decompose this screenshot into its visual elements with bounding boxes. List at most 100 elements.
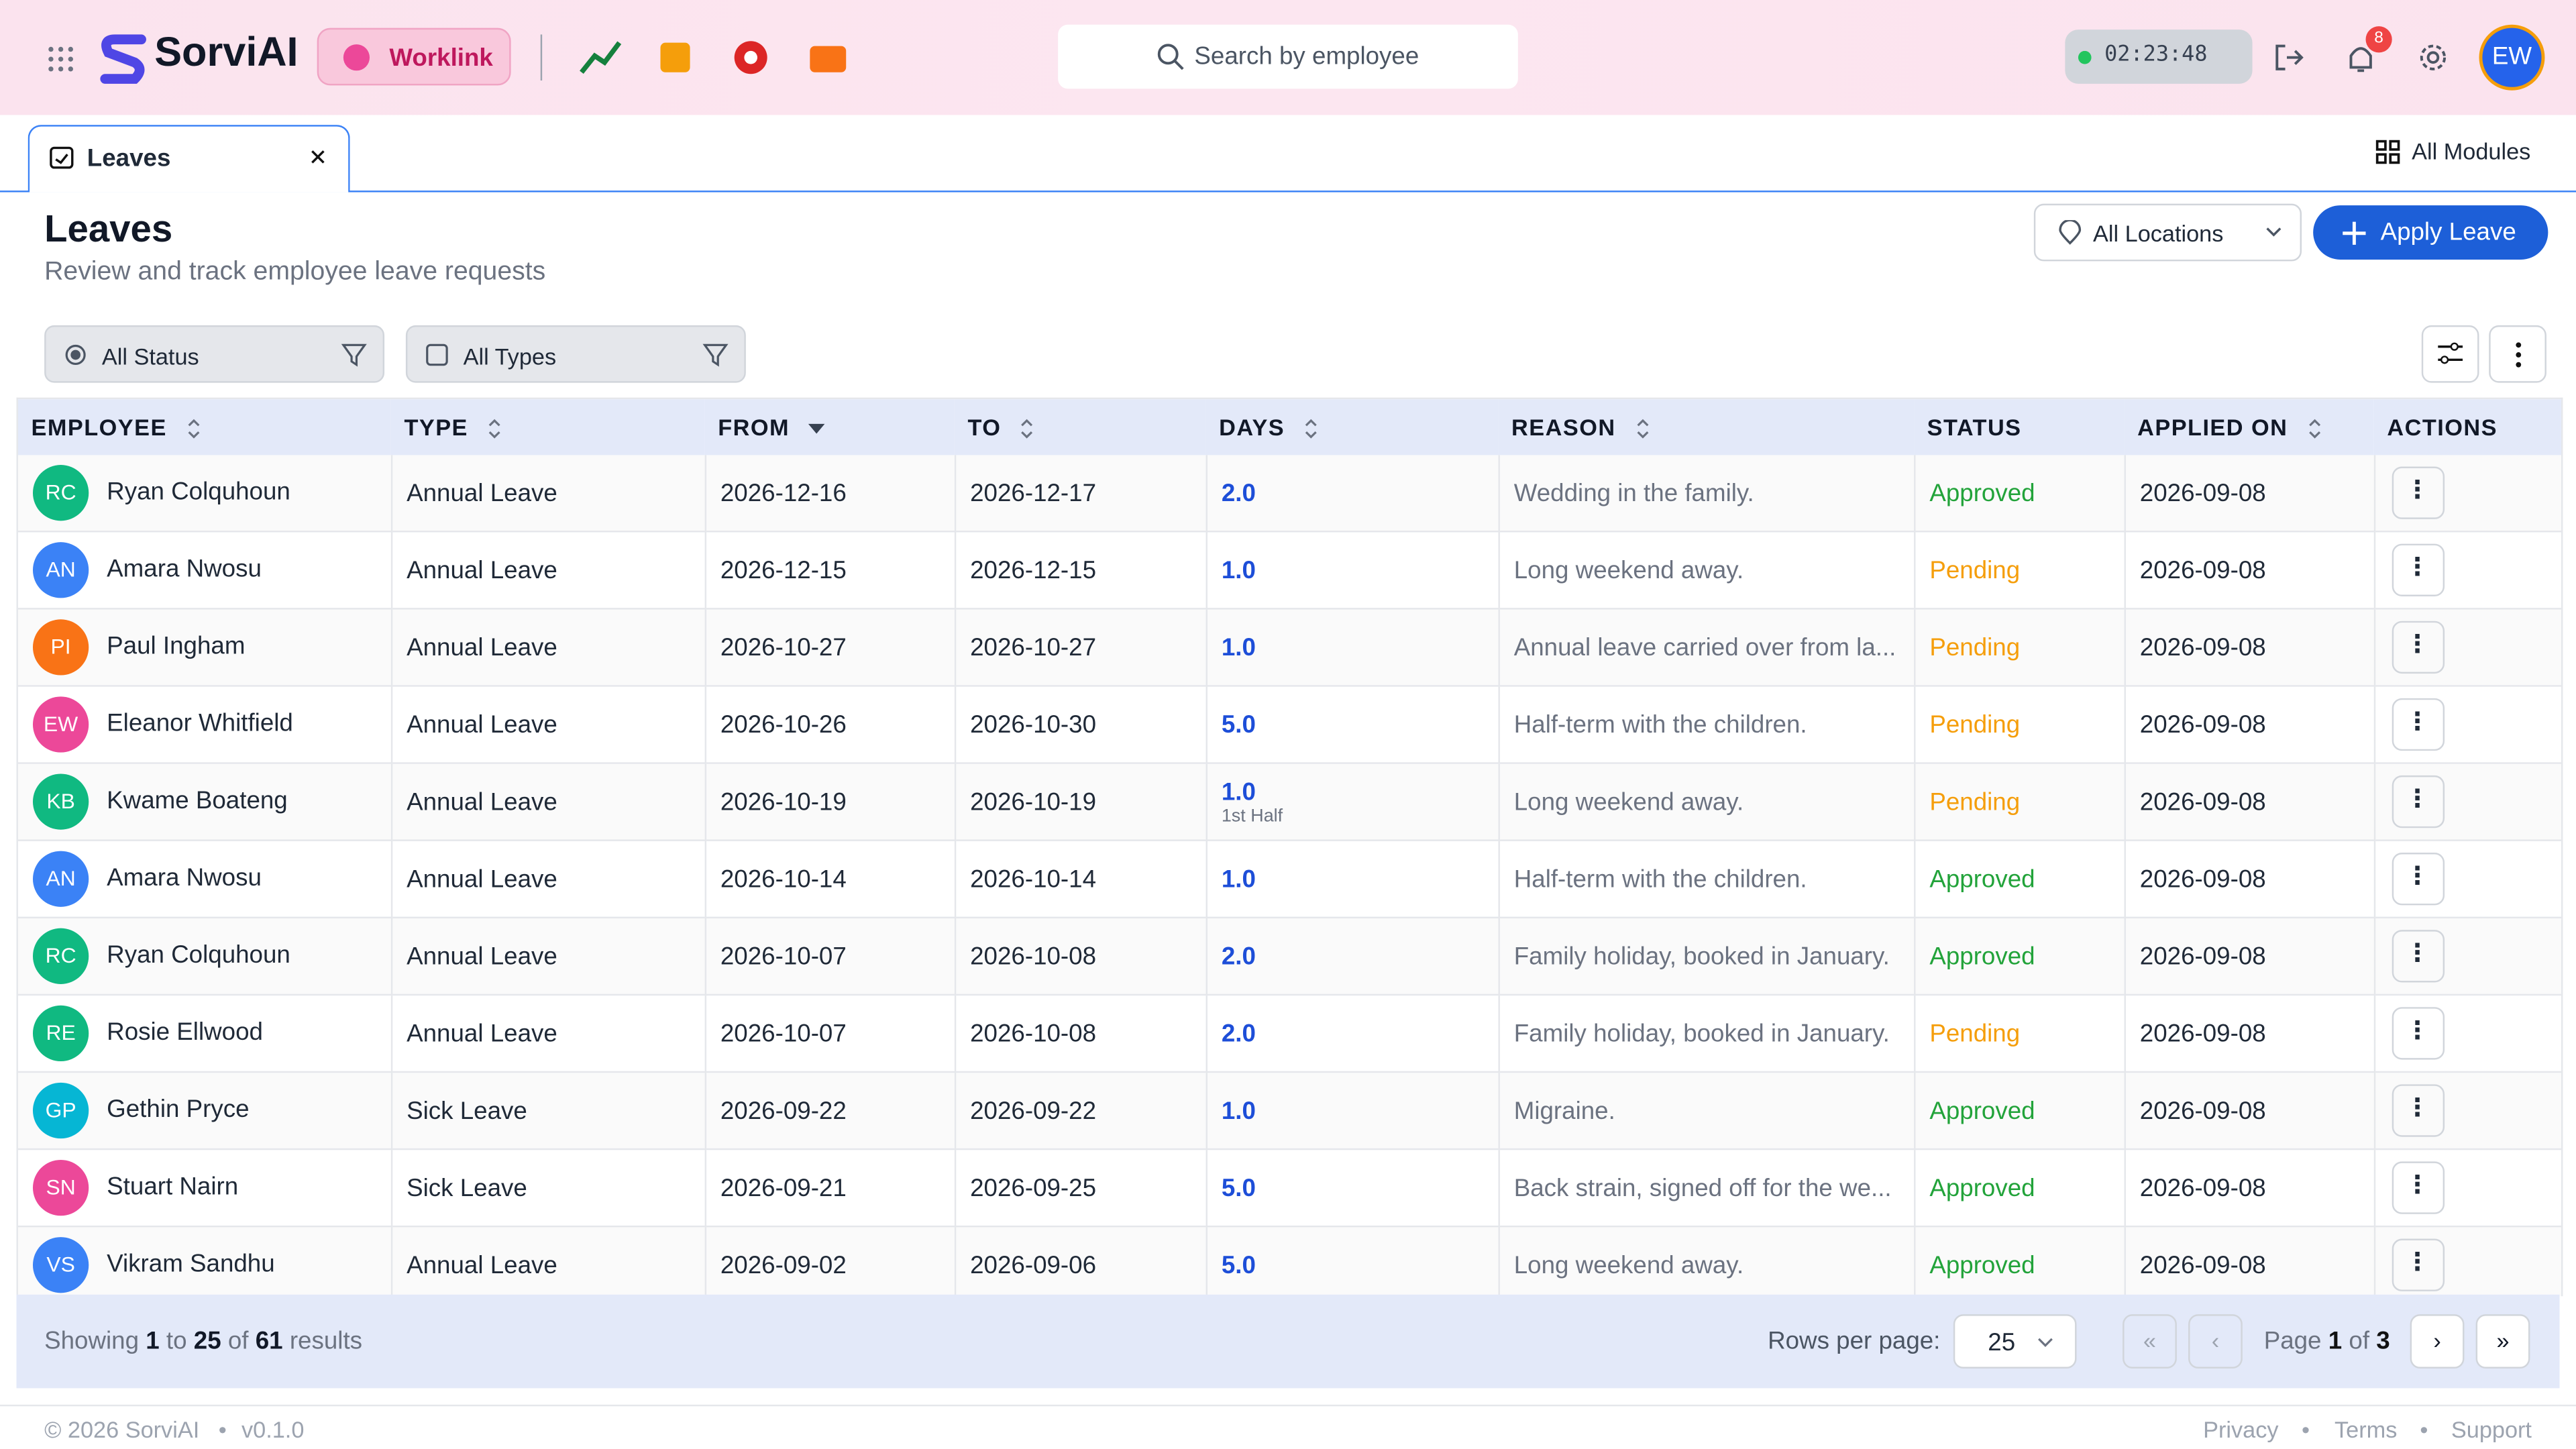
employee-name: Amara Nwosu xyxy=(107,555,262,584)
reason-cell: Half-term with the children. xyxy=(1498,686,1915,764)
employee-name: Amara Nwosu xyxy=(107,864,262,892)
column-settings[interactable] xyxy=(2421,325,2479,383)
column-header[interactable]: TO xyxy=(954,399,1206,455)
employee-avatar: RC xyxy=(32,465,89,521)
employee-cell: VS Vikram Sandhu xyxy=(17,1226,392,1297)
row-actions-button[interactable]: ⋮ xyxy=(2391,543,2444,596)
status-cell: Pending xyxy=(1914,608,2125,687)
to-cell: 2026-10-14 xyxy=(954,840,1207,918)
plus-icon xyxy=(2343,221,2366,245)
from-cell: 2026-09-22 xyxy=(704,1071,956,1150)
employee-cell: RC Ryan Colquhoun xyxy=(17,917,392,996)
from-cell: 2026-10-07 xyxy=(704,994,956,1073)
sort-icon xyxy=(488,419,500,439)
terms-link[interactable]: Terms xyxy=(2334,1416,2398,1443)
from-cell: 2026-10-27 xyxy=(704,608,956,687)
row-actions-button[interactable]: ⋮ xyxy=(2391,1161,2444,1214)
prev-page[interactable]: ‹ xyxy=(2188,1314,2243,1369)
applied-cell: 2026-09-08 xyxy=(2124,455,2375,533)
employee-cell: SN Stuart Nairn xyxy=(17,1149,392,1228)
privacy-link[interactable]: Privacy xyxy=(2203,1416,2279,1443)
type-cell: Annual Leave xyxy=(390,763,706,841)
column-header[interactable]: EMPLOYEE xyxy=(17,399,391,455)
column-header[interactable]: REASON xyxy=(1498,399,1915,455)
row-actions-button[interactable]: ⋮ xyxy=(2391,621,2444,674)
app-icon xyxy=(343,44,370,71)
days-cell: 1.0 xyxy=(1205,1071,1499,1150)
reason-cell: Family holiday, booked in January. xyxy=(1498,994,1915,1073)
days-cell: 1.0 1st Half xyxy=(1205,763,1499,841)
to-cell: 2026-09-25 xyxy=(954,1149,1207,1228)
days-cell: 5.0 xyxy=(1205,1149,1499,1228)
row-actions-button[interactable]: ⋮ xyxy=(2391,698,2444,751)
employee-name: Stuart Nairn xyxy=(107,1173,239,1201)
applied-cell: 2026-09-08 xyxy=(2124,840,2375,918)
support-link[interactable]: Support xyxy=(2451,1416,2532,1443)
last-page[interactable]: » xyxy=(2475,1314,2530,1369)
tab[interactable]: Leaves xyxy=(28,125,350,193)
number: 3 xyxy=(2376,1327,2390,1356)
type-cell: Annual Leave xyxy=(390,840,706,918)
days-cell: 1.0 xyxy=(1205,840,1499,918)
row-actions-button[interactable]: ⋮ xyxy=(2391,1238,2444,1291)
user-avatar[interactable]: EW xyxy=(2479,24,2545,91)
module-icons[interactable] xyxy=(578,33,857,82)
chevron xyxy=(2038,1338,2053,1347)
search-box[interactable]: Search by employee xyxy=(1058,24,1518,89)
results-summary: Showing 1 to 25 of 61 results xyxy=(44,1328,362,1356)
to-cell: 2026-10-19 xyxy=(954,763,1207,841)
employee-name: Gethin Pryce xyxy=(107,1095,250,1124)
employee-cell: EW Eleanor Whitfield xyxy=(17,686,392,764)
days-value: 2.0 xyxy=(1221,478,1256,507)
type-cell: Annual Leave xyxy=(390,917,706,996)
row-actions-button[interactable]: ⋮ xyxy=(2391,1084,2444,1137)
employee-cell: AN Amara Nwosu xyxy=(17,840,392,918)
row-actions-button[interactable]: ⋮ xyxy=(2391,466,2444,519)
status-cell: Approved xyxy=(1914,455,2125,533)
type-cell: Sick Leave xyxy=(390,1071,706,1150)
timer[interactable]: 02:23:48 xyxy=(2065,30,2253,84)
column-header[interactable]: TYPE xyxy=(390,399,705,455)
first-page[interactable]: « xyxy=(2123,1314,2177,1369)
column-header[interactable]: DAYS xyxy=(1205,399,1499,455)
to-cell: 2026-10-30 xyxy=(954,686,1207,764)
more-button[interactable] xyxy=(2489,325,2546,383)
row-actions-button[interactable]: ⋮ xyxy=(2391,1007,2444,1060)
leaves-table: EMPLOYEE TYPE FROM TO DAYS REASON STATUS APPLIE… xyxy=(16,397,2563,1297)
location-select[interactable]: All Locations xyxy=(2033,203,2302,262)
next-page[interactable]: › xyxy=(2410,1314,2465,1369)
actions-cell: ⋮ xyxy=(2373,840,2561,918)
to-cell: 2026-12-15 xyxy=(954,531,1207,610)
separator: • xyxy=(2302,1416,2310,1443)
sort-icon xyxy=(1636,419,1648,439)
sort-icon xyxy=(187,419,199,439)
row-actions-button[interactable]: ⋮ xyxy=(2391,930,2444,983)
days-cell: 1.0 xyxy=(1205,608,1499,687)
days-cell: 5.0 xyxy=(1205,686,1499,764)
row-actions-button[interactable]: ⋮ xyxy=(2391,853,2444,906)
row-actions-button[interactable]: ⋮ xyxy=(2391,775,2444,828)
tab-icon xyxy=(50,146,74,169)
reason-cell: Long weekend away. xyxy=(1498,531,1915,610)
tab-close[interactable] xyxy=(311,150,325,164)
type-filter[interactable]: All Types xyxy=(405,325,746,383)
all-modules[interactable]: All Modules xyxy=(2412,138,2531,164)
employee-name: Kwame Boateng xyxy=(107,786,288,815)
reason-cell: Wedding in the family. xyxy=(1498,455,1915,533)
type-cell: Annual Leave xyxy=(390,608,706,687)
grid-icon[interactable] xyxy=(46,44,76,74)
rows-per-page-select[interactable]: 25 xyxy=(1953,1314,2077,1369)
header-icons[interactable] xyxy=(2273,41,2471,74)
logo-text[interactable]: SorviAI xyxy=(154,30,299,76)
type-cell: Annual Leave xyxy=(390,994,706,1073)
leave-row: SN Stuart Nairn Sick Leave 2026-09-21 2026-0… xyxy=(17,1149,2561,1228)
reason-cell: Back strain, signed off for the we... xyxy=(1498,1149,1915,1228)
status-filter[interactable]: All Status xyxy=(44,325,385,383)
column-header[interactable]: FROM xyxy=(704,399,955,455)
to-cell: 2026-09-06 xyxy=(954,1226,1207,1297)
notification-badge: 8 xyxy=(2365,26,2392,53)
column-header[interactable]: APPLIED ON xyxy=(2124,399,2374,455)
separator: • xyxy=(218,1416,227,1443)
from-cell: 2026-10-26 xyxy=(704,686,956,764)
